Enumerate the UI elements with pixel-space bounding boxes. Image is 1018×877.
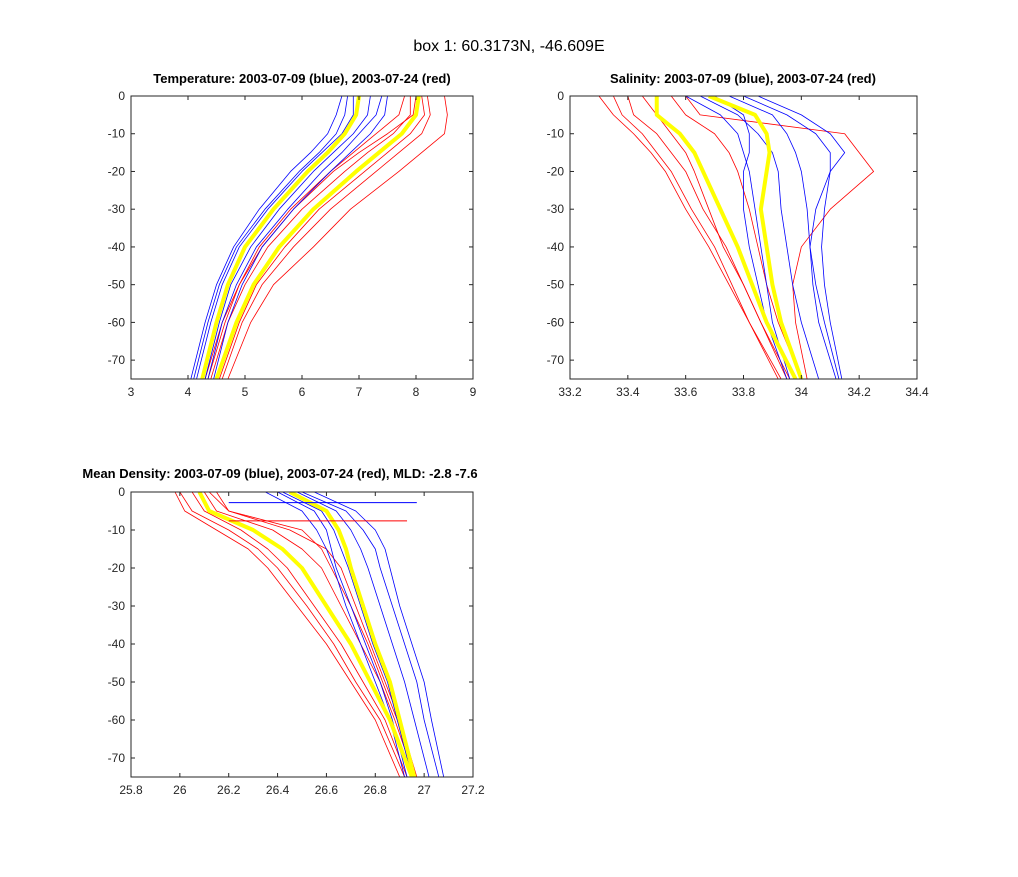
x-tick-label: 4 [185,385,192,399]
red-profile-line [221,96,431,379]
x-tick-label: 26 [173,783,187,797]
axes-box [130,491,474,778]
red-profile-line [174,492,401,777]
red-profile-line [191,492,408,777]
x-tick-label: 33.2 [558,385,582,399]
red-profile-line [613,96,782,379]
y-tick-label: 0 [118,89,125,103]
y-tick-label: -30 [108,202,126,216]
x-tick-label: 34.4 [905,385,929,399]
salinity-title: Salinity: 2003-07-09 (blue), 2003-07-24 … [610,71,876,86]
red-profile-line [670,96,802,379]
red-mean-line [654,96,798,379]
x-tick-label: 34.2 [847,385,871,399]
y-tick-label: -70 [108,751,126,765]
red-profile-line [207,96,417,379]
y-tick-label: -30 [547,202,565,216]
blue-profile-line [193,96,348,379]
density-title: Mean Density: 2003-07-09 (blue), 2003-07… [82,466,477,481]
x-tick-label: 7 [356,385,363,399]
x-tick-label: 9 [470,385,477,399]
temperature-panel: Temperature: 2003-07-09 (blue), 2003-07-… [108,71,477,399]
red-mean-line [197,492,414,777]
x-tick-label: 26.2 [217,783,241,797]
y-tick-label: -10 [547,127,565,141]
red-profile-line [204,96,405,379]
x-tick-label: 8 [413,385,420,399]
blue-profile-line [685,96,791,379]
y-tick-label: -40 [108,240,126,254]
plot-area [190,96,448,379]
y-tick-label: -40 [547,240,565,254]
blue-profile-line [314,492,445,777]
y-tick-label: 0 [557,89,564,103]
y-tick-label: -20 [108,164,126,178]
red-profile-line [598,96,779,379]
blue-profile-line [204,96,371,379]
x-tick-label: 34 [795,385,809,399]
plot-area [174,492,445,777]
y-tick-label: -70 [547,353,565,367]
red-profile-line [685,96,875,379]
red-profile-line [218,96,425,379]
x-tick-label: 26.4 [266,783,290,797]
red-profile-line [627,96,788,379]
x-tick-label: 3 [128,385,135,399]
salinity-panel: Salinity: 2003-07-09 (blue), 2003-07-24 … [547,71,929,399]
y-tick-label: -50 [108,278,126,292]
y-tick-label: -50 [108,675,126,689]
blue-profile-line [190,96,343,379]
red-profile-line [227,96,448,379]
blue-mean-line [708,96,804,379]
x-tick-label: 26.6 [315,783,339,797]
temperature-title: Temperature: 2003-07-09 (blue), 2003-07-… [153,71,450,86]
x-tick-label: 25.8 [119,783,143,797]
y-tick-label: -20 [108,561,126,575]
x-tick-label: 33.4 [616,385,640,399]
axes-box [569,95,918,380]
y-tick-label: -20 [547,164,565,178]
y-tick-label: -60 [108,315,126,329]
red-profile-line [208,492,415,777]
x-tick-label: 6 [299,385,306,399]
x-tick-label: 26.8 [364,783,388,797]
figure-title: box 1: 60.3173N, -46.609E [413,38,604,55]
blue-profile-line [743,96,843,379]
x-tick-label: 27.2 [461,783,485,797]
y-tick-label: -10 [108,127,126,141]
red-mean-line [214,96,421,379]
x-tick-label: 27 [417,783,431,797]
density-panel: Mean Density: 2003-07-09 (blue), 2003-07… [82,466,485,797]
y-tick-label: -70 [108,353,126,367]
blue-mean-line [200,96,361,379]
axes-box [130,95,474,380]
blue-profile-line [699,96,820,379]
y-tick-label: -50 [547,278,565,292]
x-tick-label: 33.6 [674,385,698,399]
blue-profile-line [714,96,788,379]
blue-profile-line [728,96,837,379]
plot-area [598,96,875,379]
y-tick-label: -60 [547,315,565,329]
blue-profile-line [757,96,846,379]
blue-profile-line [207,96,383,379]
blue-profile-line [213,96,388,379]
blue-profile-line [196,96,354,379]
red-profile-line [216,492,418,777]
x-tick-label: 33.8 [732,385,756,399]
y-tick-label: -30 [108,599,126,613]
x-tick-label: 5 [242,385,249,399]
y-tick-label: -40 [108,637,126,651]
blue-profile-line [265,492,405,777]
blue-profile-line [282,492,413,777]
y-tick-label: -60 [108,713,126,727]
red-profile-line [179,492,405,777]
y-tick-label: -10 [108,523,126,537]
y-tick-label: 0 [118,485,125,499]
red-profile-line [210,96,411,379]
